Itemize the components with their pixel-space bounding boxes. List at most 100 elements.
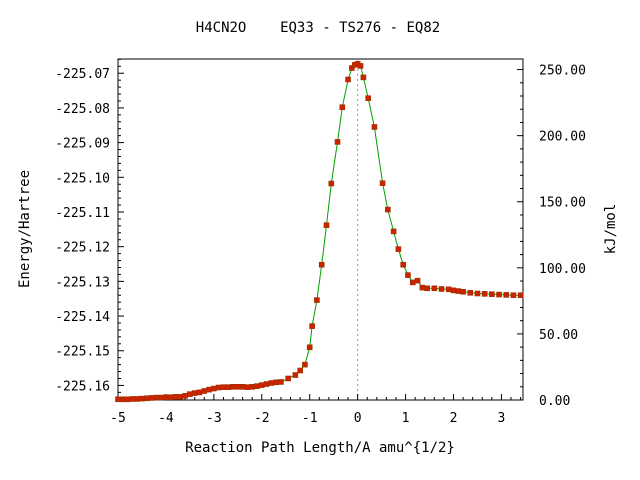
data-point [445,286,452,293]
y-left-tick-label: -225.13 [55,275,110,290]
x-tick-label: -1 [302,411,318,426]
data-point [450,287,457,294]
data-point [419,284,426,291]
data-point [158,394,164,401]
data-point [405,272,411,278]
data-point [349,65,355,71]
x-tick-label: -4 [158,411,174,426]
data-point [268,380,275,386]
data-point [278,379,284,385]
y-right-tick-label: 50.00 [539,328,578,343]
y-right-tick-label: 150.00 [539,196,586,211]
data-point [481,291,488,297]
data-point [177,394,184,400]
data-point [201,388,208,394]
data-point [379,180,386,186]
data-point [345,76,351,83]
data-point [510,292,517,299]
series-line [118,63,521,400]
energy-series [115,61,524,403]
data-point [503,292,510,298]
y-right-tick-label: 200.00 [539,130,586,145]
data-point [230,384,236,390]
data-point [306,344,313,351]
data-point [334,139,341,145]
y-axis-right-title: kJ/mol [603,204,619,255]
data-point [115,396,121,403]
data-point [409,279,416,286]
chart-title: H4CN2O EQ33 - TS276 - EQ82 [196,20,440,36]
data-point [424,285,430,292]
data-point [196,389,203,396]
y-left-tick-label: -225.10 [55,171,110,186]
y-right-tick-label: 100.00 [539,262,586,277]
data-point [455,288,462,294]
x-tick-label: -2 [254,411,270,426]
data-point [206,386,212,393]
y-axis-left: -225.07 -225.08 -225.09 -225.10 -225.11 -225.… [55,58,124,400]
x-tick-label: 0 [354,411,362,426]
y-left-tick-label: -225.16 [55,379,110,394]
data-point [460,288,466,295]
x-tick-label: 3 [498,411,506,426]
data-point [119,396,126,403]
data-point [211,385,217,392]
data-point [328,180,335,187]
data-point [254,383,260,389]
data-point [285,375,291,382]
data-point [167,394,174,401]
data-point [318,261,325,268]
y-left-tick-label: -225.15 [55,345,110,360]
data-point [390,228,397,235]
data-point [400,261,406,268]
y-right-tick-label: 250.00 [539,64,586,79]
y-left-tick-label: -225.08 [55,102,110,117]
data-point [235,384,241,390]
data-point [357,63,364,69]
data-point [365,95,371,101]
data-point [134,396,140,402]
data-point [438,286,445,292]
y-left-tick-label: -225.11 [55,206,110,221]
data-point [474,290,481,297]
data-point [302,361,308,368]
data-point [187,391,193,397]
data-point [124,396,131,403]
data-point [517,292,524,299]
data-point [371,124,378,130]
data-point [172,394,179,400]
x-tick-label: 2 [450,411,458,426]
data-point [249,384,256,390]
y-left-tick-label: -225.07 [55,67,110,82]
data-point [431,285,438,292]
data-point [323,222,330,228]
x-axis-title: Reaction Path Length/A amu^{1/2} [185,440,455,456]
data-point [182,393,188,399]
x-tick-label: 1 [402,411,410,426]
x-axis: -5 -4 -3 -2 -1 0 1 2 3 [110,394,522,426]
data-point [314,297,320,303]
data-point [414,277,421,284]
data-point [263,381,270,387]
y-left-tick-label: -225.12 [55,241,110,256]
data-point [385,206,391,213]
data-point [292,372,299,378]
data-point [467,290,474,296]
data-point [360,74,367,81]
data-point [244,384,251,390]
y-left-tick-label: -225.09 [55,137,110,152]
data-point [215,384,222,391]
data-point [148,395,155,401]
data-point [143,395,150,402]
plot-frame [117,58,524,401]
data-point [163,394,169,401]
data-point [309,323,315,329]
data-point [395,246,402,252]
data-point [339,104,346,111]
data-point [273,379,279,386]
data-point [258,382,265,388]
y-axis-right: 0.00 50.00 100.00 150.00 200.00 250.00 [517,64,586,409]
data-point [129,396,136,402]
data-point [139,395,145,402]
